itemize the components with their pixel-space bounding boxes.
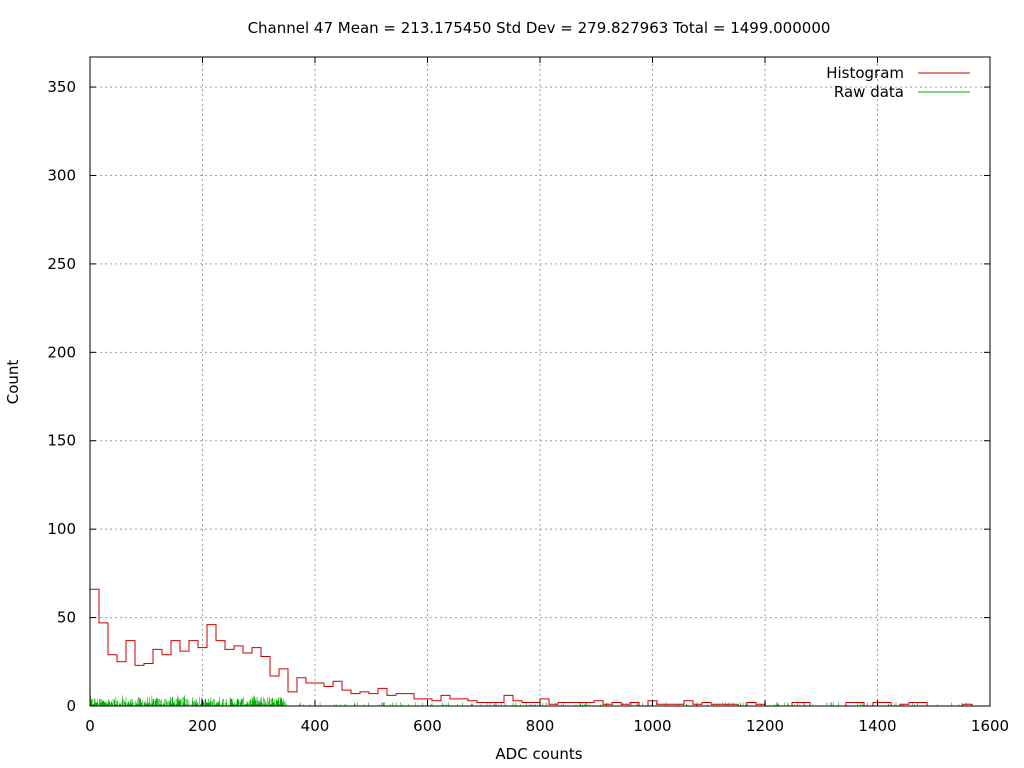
y-tick-label: 250 [47, 255, 76, 273]
histogram-steps [89, 588, 981, 707]
y-tick-label: 100 [47, 520, 76, 538]
y-tick-label: 0 [66, 697, 76, 715]
legend-label-histogram: Histogram [826, 64, 904, 82]
x-tick-label: 1400 [858, 717, 896, 735]
y-axis-ticks: 0 50 100 150 200 250 300 350 [47, 78, 990, 715]
y-tick-label: 350 [47, 78, 76, 96]
legend-label-raw-data: Raw data [834, 83, 904, 101]
x-axis-label: ADC counts [495, 745, 582, 763]
y-axis-label: Count [4, 360, 22, 405]
x-tick-label: 200 [188, 717, 217, 735]
x-tick-label: 1200 [746, 717, 784, 735]
y-tick-label: 50 [57, 609, 76, 627]
x-tick-label: 600 [413, 717, 442, 735]
chart-legend: Histogram Raw data [826, 64, 970, 101]
x-tick-label: 800 [526, 717, 555, 735]
y-tick-label: 300 [47, 166, 76, 184]
y-tick-label: 200 [47, 343, 76, 361]
y-tick-label: 150 [47, 432, 76, 450]
x-tick-label: 1000 [633, 717, 671, 735]
histogram-series [89, 588, 981, 707]
grid-lines [90, 57, 990, 706]
x-tick-label: 1600 [971, 717, 1009, 735]
chart-title: Channel 47 Mean = 213.175450 Std Dev = 2… [248, 19, 831, 37]
x-axis-ticks: 0 200 400 600 800 1000 1200 1400 1600 [85, 57, 1009, 735]
x-tick-label: 400 [301, 717, 330, 735]
x-tick-label: 0 [85, 717, 95, 735]
